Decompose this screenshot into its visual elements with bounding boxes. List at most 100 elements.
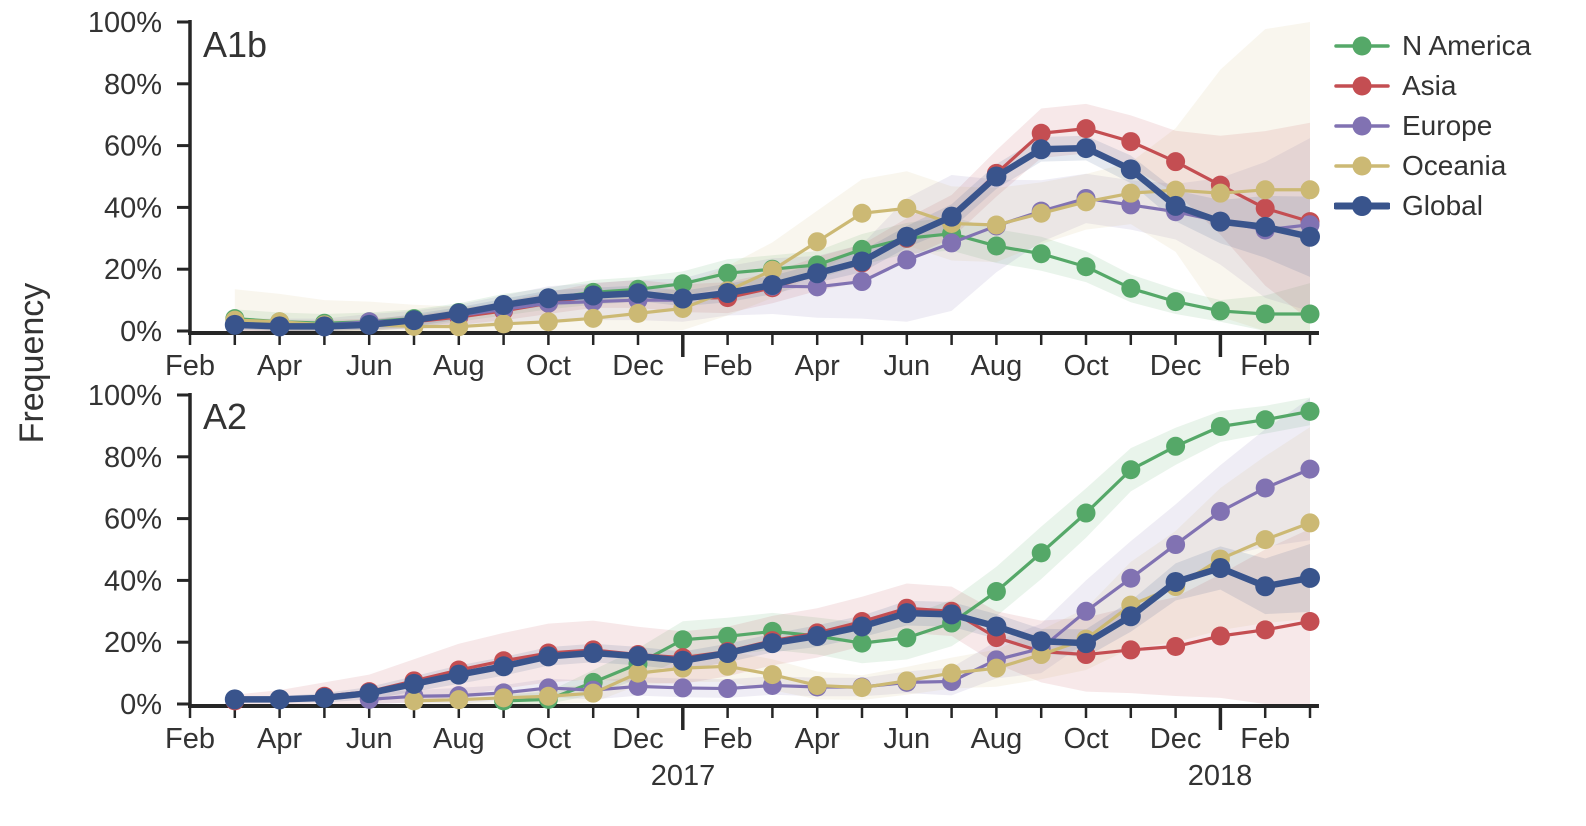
europe-uncertainty-band <box>369 398 1310 704</box>
oceania-data-point <box>1300 180 1320 200</box>
x-tick-label: Feb <box>1240 350 1290 382</box>
oceania-data-point <box>538 686 558 706</box>
oceania-data-point <box>807 675 827 695</box>
panel-title-a1b: A1b <box>203 24 268 65</box>
y-tick-label: 100% <box>88 380 162 412</box>
global-data-point <box>762 633 783 654</box>
global-data-point <box>717 282 738 303</box>
asia-data-point <box>1210 626 1230 646</box>
global-data-point <box>1076 633 1096 654</box>
x-tick-label: Aug <box>433 723 485 755</box>
europe-data-point <box>673 678 693 698</box>
panel-title-a2: A2 <box>203 396 248 437</box>
oceania-data-point <box>1076 192 1096 212</box>
x-tick-label: Dec <box>612 350 664 382</box>
x-tick-label: Jun <box>346 350 393 382</box>
x-tick-label: Oct <box>526 723 571 755</box>
x-tick-label: Dec <box>1150 350 1202 382</box>
global-data-point <box>762 274 783 295</box>
n_america-data-point <box>1210 417 1230 437</box>
n_america-data-point <box>1031 244 1051 264</box>
oceania-data-point <box>494 688 514 708</box>
europe-uncertainty-band <box>234 138 1310 331</box>
oceania-data-point <box>538 312 558 332</box>
y-tick-label: 40% <box>104 192 162 224</box>
global-data-point <box>493 295 514 316</box>
global-data-point <box>538 288 559 309</box>
oceania-data-point <box>449 690 469 710</box>
n_america-data-point <box>1300 304 1320 324</box>
year-label-2018: 2018 <box>1187 760 1253 792</box>
x-tick-label: Feb <box>703 723 753 755</box>
oceania-line-marker-icon <box>1334 156 1390 176</box>
oceania-data-point <box>583 683 603 703</box>
x-tick-label: Apr <box>795 350 840 382</box>
asia-data-point <box>1255 620 1275 640</box>
global-data-point <box>224 314 245 335</box>
n_america-data-point <box>852 633 872 653</box>
x-tick-label: Feb <box>165 723 215 755</box>
oceania-data-point <box>1210 183 1230 203</box>
global-data-point <box>717 643 738 664</box>
legend-item-n-america: N America <box>1334 26 1531 66</box>
oceania-data-point <box>583 308 603 328</box>
x-tick-label: Dec <box>1150 723 1202 755</box>
n_america-data-point <box>673 274 693 294</box>
global-data-point <box>448 664 469 685</box>
asia-data-point <box>1076 119 1096 139</box>
global-data-point <box>583 643 604 664</box>
asia-legend-dot <box>1352 76 1372 96</box>
global-data-point <box>359 683 380 704</box>
legend-label: Global <box>1402 190 1483 221</box>
x-tick-label: Jun <box>346 723 393 755</box>
oceania-data-point <box>1255 180 1275 200</box>
oceania-data-point <box>1255 530 1275 550</box>
oceania-data-point <box>762 260 782 280</box>
n_america-data-point <box>1166 292 1186 312</box>
global-data-point <box>269 689 290 710</box>
y-tick-label: 80% <box>104 442 162 474</box>
global-data-point <box>359 314 380 335</box>
global-data-point <box>986 166 1007 187</box>
y-tick-label: 0% <box>120 689 162 721</box>
x-tick-label: Jun <box>883 723 930 755</box>
legend-item-global: Global <box>1334 186 1531 226</box>
global-data-point <box>1165 571 1186 592</box>
oceania-data-point <box>986 215 1006 235</box>
y-tick-label: 0% <box>120 316 162 348</box>
global-data-point <box>538 646 559 667</box>
global-data-point <box>941 604 962 625</box>
x-tick-label: Oct <box>1063 723 1108 755</box>
x-tick-label: Aug <box>971 350 1023 382</box>
global-data-point <box>807 626 828 647</box>
oceania-legend-dot <box>1352 156 1372 176</box>
asia-data-point <box>1300 611 1320 631</box>
y-tick-label: 20% <box>104 254 162 286</box>
europe-data-point <box>1300 459 1320 479</box>
n-america-line-marker-icon <box>1334 36 1390 56</box>
oceania-data-point <box>404 691 424 711</box>
y-tick-label: 60% <box>104 504 162 536</box>
global-data-point <box>1300 226 1320 247</box>
global-data-point <box>1255 576 1276 597</box>
global-data-point <box>941 206 962 227</box>
global-data-point <box>224 689 245 710</box>
global-data-point <box>404 310 424 331</box>
europe-data-point <box>1076 601 1096 621</box>
global-data-point <box>1031 139 1052 160</box>
y-tick-label: 20% <box>104 627 162 659</box>
x-tick-label: Feb <box>165 350 215 382</box>
europe-legend-dot <box>1352 116 1372 136</box>
global-data-point <box>672 288 693 309</box>
oceania-data-point <box>986 658 1006 678</box>
oceania-data-point <box>807 232 827 252</box>
n_america-data-point <box>1166 436 1186 456</box>
x-tick-label: Apr <box>257 350 302 382</box>
oceania-data-point <box>494 314 514 334</box>
oceania-data-point <box>897 198 917 218</box>
n_america-data-point <box>1121 460 1141 480</box>
global-data-point <box>628 283 648 304</box>
global-data-point <box>1165 195 1186 216</box>
x-tick-label: Oct <box>526 350 571 382</box>
